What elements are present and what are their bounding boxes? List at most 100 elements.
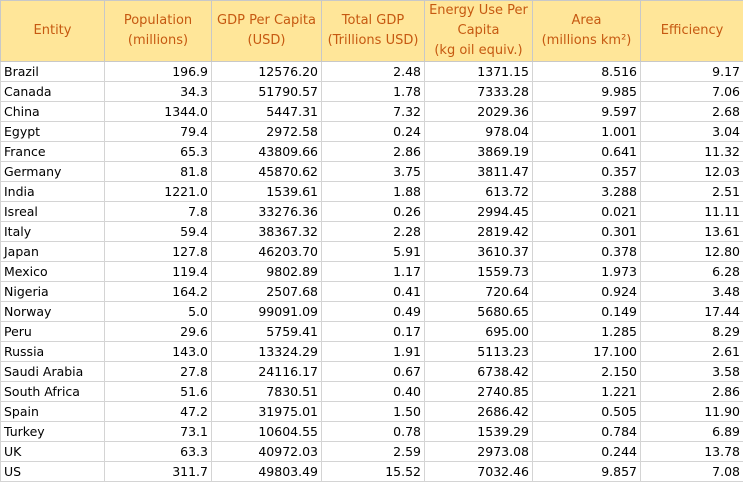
area-cell[interactable]: 1.285 — [533, 322, 641, 342]
entity-cell[interactable]: Mexico — [1, 262, 105, 282]
efficiency-cell[interactable]: 11.11 — [641, 202, 743, 222]
efficiency-cell[interactable]: 2.61 — [641, 342, 743, 362]
gdp-per-capita-cell[interactable]: 43809.66 — [212, 142, 322, 162]
efficiency-cell[interactable]: 3.48 — [641, 282, 743, 302]
total-gdp-cell[interactable]: 0.41 — [322, 282, 425, 302]
efficiency-cell[interactable]: 12.03 — [641, 162, 743, 182]
efficiency-cell[interactable]: 3.04 — [641, 122, 743, 142]
column-header-entity[interactable]: Entity — [1, 1, 105, 62]
entity-cell[interactable]: UK — [1, 442, 105, 462]
gdp-per-capita-cell[interactable]: 5759.41 — [212, 322, 322, 342]
total-gdp-cell[interactable]: 0.78 — [322, 422, 425, 442]
entity-cell[interactable]: India — [1, 182, 105, 202]
energy-use-cell[interactable]: 2819.42 — [425, 222, 533, 242]
efficiency-cell[interactable]: 7.08 — [641, 462, 743, 482]
total-gdp-cell[interactable]: 2.48 — [322, 62, 425, 82]
energy-use-cell[interactable]: 2686.42 — [425, 402, 533, 422]
gdp-per-capita-cell[interactable]: 49803.49 — [212, 462, 322, 482]
area-cell[interactable]: 0.641 — [533, 142, 641, 162]
energy-use-cell[interactable]: 2994.45 — [425, 202, 533, 222]
efficiency-cell[interactable]: 3.58 — [641, 362, 743, 382]
population-cell[interactable]: 65.3 — [105, 142, 212, 162]
efficiency-cell[interactable]: 7.06 — [641, 82, 743, 102]
energy-use-cell[interactable]: 1371.15 — [425, 62, 533, 82]
energy-use-cell[interactable]: 2740.85 — [425, 382, 533, 402]
total-gdp-cell[interactable]: 1.17 — [322, 262, 425, 282]
total-gdp-cell[interactable]: 0.17 — [322, 322, 425, 342]
entity-cell[interactable]: Isreal — [1, 202, 105, 222]
population-cell[interactable]: 1221.0 — [105, 182, 212, 202]
energy-use-cell[interactable]: 720.64 — [425, 282, 533, 302]
total-gdp-cell[interactable]: 2.59 — [322, 442, 425, 462]
entity-cell[interactable]: South Africa — [1, 382, 105, 402]
efficiency-cell[interactable]: 12.80 — [641, 242, 743, 262]
population-cell[interactable]: 5.0 — [105, 302, 212, 322]
gdp-per-capita-cell[interactable]: 13324.29 — [212, 342, 322, 362]
energy-use-cell[interactable]: 7333.28 — [425, 82, 533, 102]
gdp-per-capita-cell[interactable]: 2972.58 — [212, 122, 322, 142]
total-gdp-cell[interactable]: 1.78 — [322, 82, 425, 102]
energy-use-cell[interactable]: 1539.29 — [425, 422, 533, 442]
column-header-gdp-per-capita[interactable]: GDP Per Capita(USD) — [212, 1, 322, 62]
population-cell[interactable]: 29.6 — [105, 322, 212, 342]
population-cell[interactable]: 47.2 — [105, 402, 212, 422]
entity-cell[interactable]: Saudi Arabia — [1, 362, 105, 382]
entity-cell[interactable]: Brazil — [1, 62, 105, 82]
area-cell[interactable]: 9.985 — [533, 82, 641, 102]
total-gdp-cell[interactable]: 0.40 — [322, 382, 425, 402]
area-cell[interactable]: 9.857 — [533, 462, 641, 482]
total-gdp-cell[interactable]: 3.75 — [322, 162, 425, 182]
population-cell[interactable]: 143.0 — [105, 342, 212, 362]
energy-use-cell[interactable]: 613.72 — [425, 182, 533, 202]
area-cell[interactable]: 1.001 — [533, 122, 641, 142]
entity-cell[interactable]: France — [1, 142, 105, 162]
efficiency-cell[interactable]: 13.78 — [641, 442, 743, 462]
gdp-per-capita-cell[interactable]: 38367.32 — [212, 222, 322, 242]
total-gdp-cell[interactable]: 1.88 — [322, 182, 425, 202]
efficiency-cell[interactable]: 9.17 — [641, 62, 743, 82]
population-cell[interactable]: 34.3 — [105, 82, 212, 102]
total-gdp-cell[interactable]: 1.50 — [322, 402, 425, 422]
area-cell[interactable]: 8.516 — [533, 62, 641, 82]
energy-use-cell[interactable]: 2973.08 — [425, 442, 533, 462]
entity-cell[interactable]: Norway — [1, 302, 105, 322]
energy-use-cell[interactable]: 7032.46 — [425, 462, 533, 482]
gdp-per-capita-cell[interactable]: 99091.09 — [212, 302, 322, 322]
entity-cell[interactable]: China — [1, 102, 105, 122]
efficiency-cell[interactable]: 2.86 — [641, 382, 743, 402]
total-gdp-cell[interactable]: 0.67 — [322, 362, 425, 382]
energy-use-cell[interactable]: 3811.47 — [425, 162, 533, 182]
population-cell[interactable]: 81.8 — [105, 162, 212, 182]
energy-use-cell[interactable]: 695.00 — [425, 322, 533, 342]
column-header-area[interactable]: Area(millions km²) — [533, 1, 641, 62]
efficiency-cell[interactable]: 6.89 — [641, 422, 743, 442]
efficiency-cell[interactable]: 11.32 — [641, 142, 743, 162]
total-gdp-cell[interactable]: 1.91 — [322, 342, 425, 362]
gdp-per-capita-cell[interactable]: 51790.57 — [212, 82, 322, 102]
area-cell[interactable]: 1.221 — [533, 382, 641, 402]
total-gdp-cell[interactable]: 15.52 — [322, 462, 425, 482]
total-gdp-cell[interactable]: 5.91 — [322, 242, 425, 262]
gdp-per-capita-cell[interactable]: 24116.17 — [212, 362, 322, 382]
gdp-per-capita-cell[interactable]: 10604.55 — [212, 422, 322, 442]
entity-cell[interactable]: Italy — [1, 222, 105, 242]
population-cell[interactable]: 127.8 — [105, 242, 212, 262]
area-cell[interactable]: 0.021 — [533, 202, 641, 222]
energy-use-cell[interactable]: 5680.65 — [425, 302, 533, 322]
population-cell[interactable]: 119.4 — [105, 262, 212, 282]
entity-cell[interactable]: Russia — [1, 342, 105, 362]
entity-cell[interactable]: Canada — [1, 82, 105, 102]
area-cell[interactable]: 0.301 — [533, 222, 641, 242]
column-header-population[interactable]: Population(millions) — [105, 1, 212, 62]
entity-cell[interactable]: Turkey — [1, 422, 105, 442]
gdp-per-capita-cell[interactable]: 7830.51 — [212, 382, 322, 402]
column-header-total-gdp[interactable]: Total GDP(Trillions USD) — [322, 1, 425, 62]
population-cell[interactable]: 196.9 — [105, 62, 212, 82]
area-cell[interactable]: 3.288 — [533, 182, 641, 202]
population-cell[interactable]: 311.7 — [105, 462, 212, 482]
total-gdp-cell[interactable]: 2.86 — [322, 142, 425, 162]
total-gdp-cell[interactable]: 0.24 — [322, 122, 425, 142]
efficiency-cell[interactable]: 11.90 — [641, 402, 743, 422]
gdp-per-capita-cell[interactable]: 40972.03 — [212, 442, 322, 462]
